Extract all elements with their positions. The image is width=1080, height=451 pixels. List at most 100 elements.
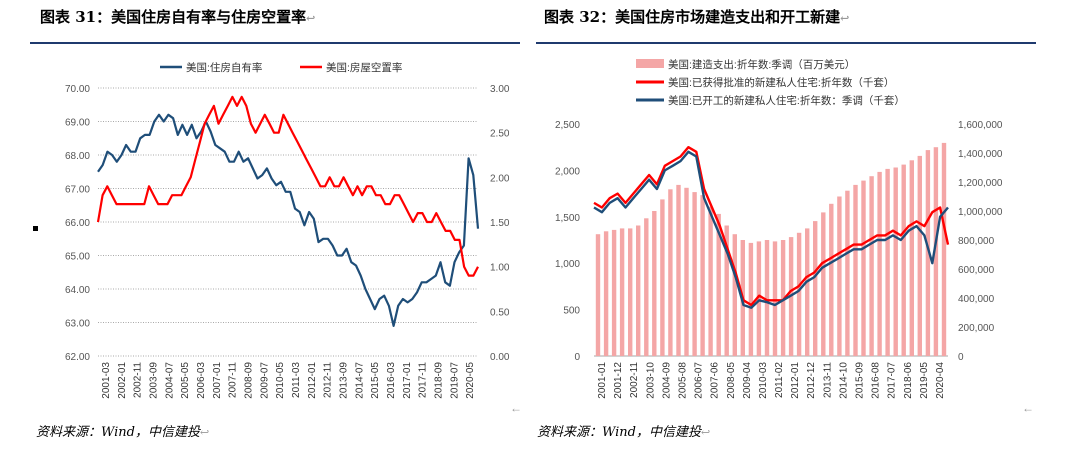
x-tick: 2001-01 — [597, 362, 608, 399]
return-mark: ↩ — [840, 12, 850, 25]
x-tick: 2015-05 — [370, 362, 381, 399]
left-source: 资料来源：Wind，中信建投↩ — [36, 421, 209, 440]
bar — [917, 155, 922, 356]
bar — [853, 184, 858, 356]
x-tick: 2019-07 — [449, 362, 460, 399]
bar — [829, 203, 834, 357]
x-tick: 2008-05 — [726, 362, 737, 399]
bar — [764, 240, 770, 356]
bar — [893, 167, 898, 356]
legend-label: 美国:已开工的新建私人住宅:折年数：季调（千套） — [668, 94, 905, 107]
x-tick: 2020-05 — [465, 362, 476, 399]
bar — [861, 180, 866, 356]
x-tick: 2009-04 — [742, 362, 753, 399]
bar — [837, 196, 842, 356]
bar — [901, 164, 906, 356]
bar — [732, 234, 737, 356]
legend-label: 美国:已获得批准的新建私人住宅:折年数（千套） — [668, 76, 894, 89]
y-left-tick: 62.00 — [65, 352, 90, 363]
y-left-tick: 69.00 — [65, 118, 90, 129]
x-tick: 2013-09 — [338, 362, 349, 399]
right-chart: 美国:建造支出:折年数:季调（百万美元） 美国:已获得批准的新建私人住宅:折年数（… — [555, 58, 1034, 415]
x-tick: 2015-09 — [855, 362, 866, 399]
y-right-tick: 3.00 — [490, 84, 510, 95]
y-right-tick: 600,000 — [958, 265, 995, 276]
right-source: 资料来源：Wind，中信建投↩ — [537, 421, 710, 440]
bar — [676, 184, 681, 356]
y-left-tick: 500 — [563, 306, 580, 317]
bar — [684, 187, 689, 356]
x-tick: 2002-11 — [133, 362, 144, 398]
left-title-text: 图表 31：美国住房自有率与住房空置率 — [40, 8, 307, 26]
x-tick: 2009-07 — [259, 362, 270, 399]
y-right-tick: 2.50 — [490, 129, 510, 140]
bar — [756, 241, 762, 356]
y-right-tick: 800,000 — [958, 236, 995, 247]
left-title-rule — [30, 42, 520, 44]
x-tick: 2007-01 — [212, 362, 223, 399]
bar — [603, 231, 609, 356]
bullet-marker — [33, 226, 38, 231]
bar — [933, 147, 939, 356]
right-title-text: 图表 32：美国住房市场建造支出和开工新建 — [544, 8, 841, 26]
left-chart: 美国:住房自有率 美国:房屋空置率 62.00 63.00 64.00 65.00 66.0… — [65, 61, 522, 415]
x-tick: 2019-05 — [919, 362, 930, 399]
bar — [595, 234, 601, 356]
y-right-tick: 400,000 — [958, 294, 995, 305]
left-source-text: 资料来源：Wind，中信建投 — [36, 425, 200, 440]
bar — [660, 199, 665, 356]
y-right-tick: 0.50 — [490, 307, 510, 318]
x-tick: 2006-07 — [694, 362, 705, 399]
right-title-rule — [536, 42, 1036, 44]
x-tick: 2014-10 — [838, 362, 849, 399]
series-line — [96, 95, 479, 277]
bar — [821, 212, 826, 356]
x-tick: 2010-03 — [758, 362, 769, 399]
x-tick: 2004-09 — [661, 362, 672, 399]
bar — [700, 195, 705, 356]
bar — [796, 232, 802, 357]
legend-label: 美国:建造支出:折年数:季调（百万美元） — [668, 58, 855, 71]
return-mark: ↩ — [306, 12, 316, 25]
arrow-mark: ← — [510, 401, 522, 415]
x-tick: 2004-07 — [164, 362, 175, 399]
y-left-tick: 1,000 — [555, 259, 580, 270]
y-right-tick: 1,200,000 — [958, 178, 1003, 189]
x-tick: 2002-11 — [629, 362, 640, 398]
y-right-tick: 1,000,000 — [958, 207, 1003, 218]
bar — [885, 168, 890, 356]
x-tick: 2002-01 — [117, 362, 128, 399]
x-tick: 2007-06 — [710, 362, 721, 399]
x-tick: 2020-04 — [935, 362, 946, 399]
x-tick: 2018-06 — [903, 362, 914, 399]
right-panel-title: 图表 32：美国住房市场建造支出和开工新建↩ — [544, 6, 849, 27]
x-tick: 2017-01 — [402, 362, 413, 399]
x-tick: 2013-11 — [822, 362, 833, 398]
y-left-tick: 63.00 — [65, 319, 90, 330]
y-right-tick: 2.00 — [490, 173, 510, 184]
x-tick: 2001-03 — [101, 362, 112, 399]
x-tick: 2011-02 — [774, 362, 785, 398]
x-tick: 2017-11 — [418, 362, 429, 398]
x-tick: 2010-05 — [275, 362, 286, 399]
bar — [644, 218, 649, 357]
y-right-tick: 0 — [958, 352, 964, 363]
bar — [813, 221, 818, 356]
y-left-tick: 2,000 — [555, 166, 580, 177]
legend-swatch — [636, 59, 664, 68]
bar — [845, 190, 850, 356]
y-left-tick: 66.00 — [65, 218, 90, 229]
bar — [636, 225, 641, 356]
bar — [941, 142, 947, 356]
bar — [619, 228, 625, 356]
x-tick: 2008-09 — [243, 362, 254, 399]
y-left-tick: 1,500 — [555, 213, 580, 224]
y-right-tick: 1,400,000 — [958, 149, 1003, 160]
x-tick: 2011-03 — [291, 362, 302, 398]
bar — [780, 240, 786, 356]
bar — [628, 228, 633, 356]
bar — [724, 225, 729, 356]
y-left-tick: 65.00 — [65, 252, 90, 263]
y-left-tick: 67.00 — [65, 185, 90, 196]
bar — [925, 150, 931, 356]
